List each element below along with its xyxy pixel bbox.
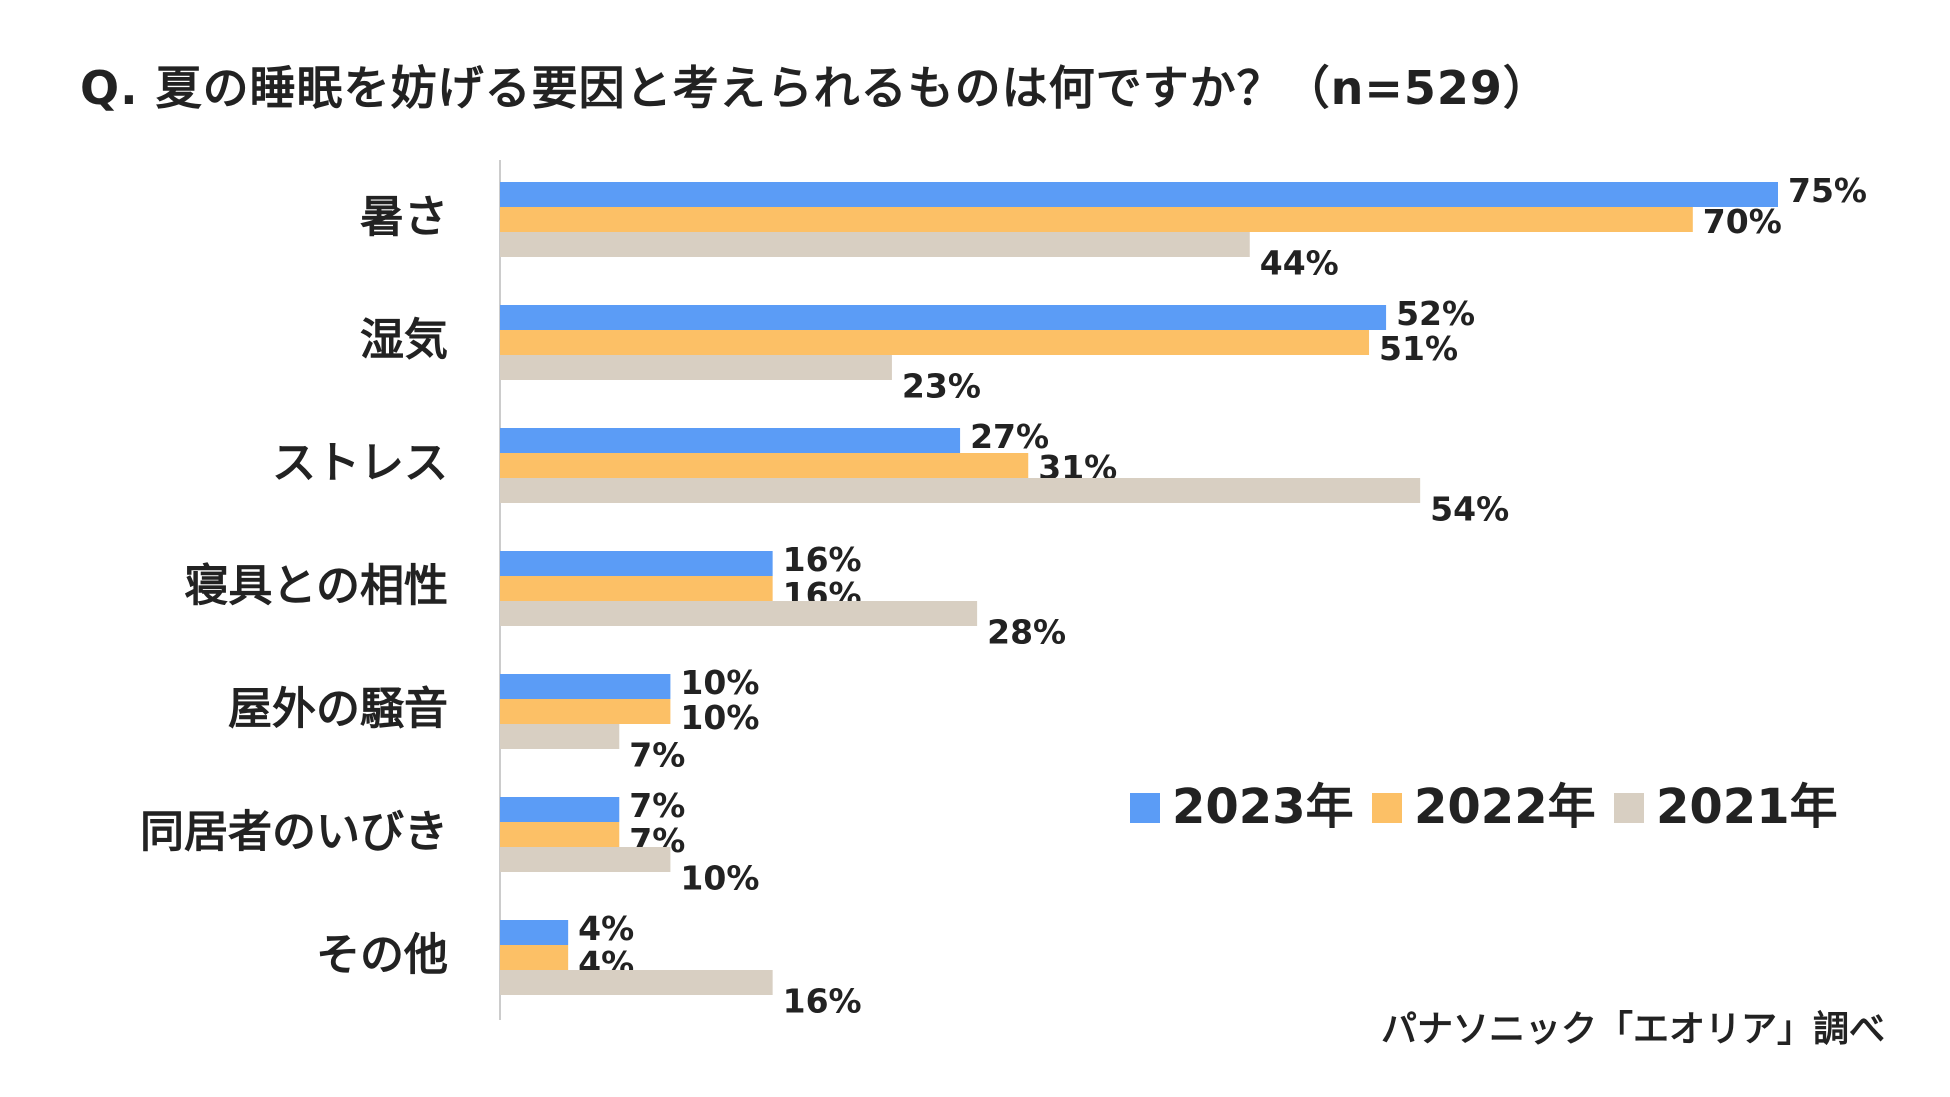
bar-2022: [500, 699, 671, 724]
value-label-2021: 54%: [1430, 490, 1509, 529]
bar-2022: [500, 576, 773, 601]
bar-2023: [500, 305, 1387, 330]
legend-label-2023: 2023年: [1172, 779, 1354, 835]
value-label-2021: 10%: [680, 859, 759, 898]
bar-2021: [500, 355, 892, 380]
bar-2021: [500, 232, 1250, 257]
bar-2023: [500, 920, 569, 945]
bar-2021: [500, 478, 1421, 503]
category-label: 暑さ: [360, 192, 448, 243]
category-label: 屋外の騒音: [228, 684, 448, 735]
chart-title: Q. 夏の睡眠を妨げる要因と考えられるものは何ですか？（n=529）: [80, 61, 1550, 115]
value-label-2023: 10%: [680, 663, 759, 702]
bar-2021: [500, 970, 773, 995]
bar-2021: [500, 847, 671, 872]
bar-2023: [500, 797, 620, 822]
bar-2021: [500, 724, 620, 749]
legend-label-2021: 2021年: [1656, 779, 1838, 835]
bar-2022: [500, 330, 1370, 355]
legend-swatch-2023: [1130, 793, 1160, 823]
value-label-2021: 23%: [902, 367, 981, 406]
legend: 2023年 2022年 2021年: [1130, 779, 1838, 835]
category-label: ストレス: [272, 438, 448, 489]
value-label-2023: 7%: [629, 786, 685, 825]
category-label: その他: [316, 930, 448, 981]
value-label-2021: 7%: [629, 736, 685, 775]
value-label-2022: 10%: [680, 698, 759, 737]
category-label: 寝具との相性: [184, 561, 448, 612]
legend-label-2022: 2022年: [1414, 779, 1596, 835]
bar-2023: [500, 182, 1778, 207]
value-label-2021: 16%: [783, 982, 862, 1021]
value-label-2021: 44%: [1260, 244, 1339, 283]
bar-2021: [500, 601, 978, 626]
value-label-2023: 52%: [1396, 294, 1475, 333]
value-label-2022: 70%: [1703, 202, 1782, 241]
bar-2023: [500, 551, 773, 576]
value-label-2023: 4%: [578, 909, 634, 948]
category-label: 同居者のいびき: [140, 807, 448, 858]
value-label-2023: 27%: [970, 417, 1049, 456]
bar-2023: [500, 428, 961, 453]
legend-swatch-2022: [1372, 793, 1402, 823]
legend-swatch-2021: [1614, 793, 1644, 823]
source-note: パナソニック「エオリア」調べ: [1380, 1009, 1885, 1050]
value-label-2023: 75%: [1788, 171, 1867, 210]
category-label: 湿気: [360, 315, 448, 366]
bar-2023: [500, 674, 671, 699]
bar-2022: [500, 207, 1693, 232]
bars-layer: 暑さ75%70%44%湿気52%51%23%ストレス27%31%54%寝具との相…: [140, 171, 1867, 1021]
value-label-2023: 16%: [783, 540, 862, 579]
bar-2022: [500, 453, 1029, 478]
bar-2022: [500, 822, 620, 847]
value-label-2021: 28%: [987, 613, 1066, 652]
bar-2022: [500, 945, 569, 970]
value-label-2022: 51%: [1379, 329, 1458, 368]
